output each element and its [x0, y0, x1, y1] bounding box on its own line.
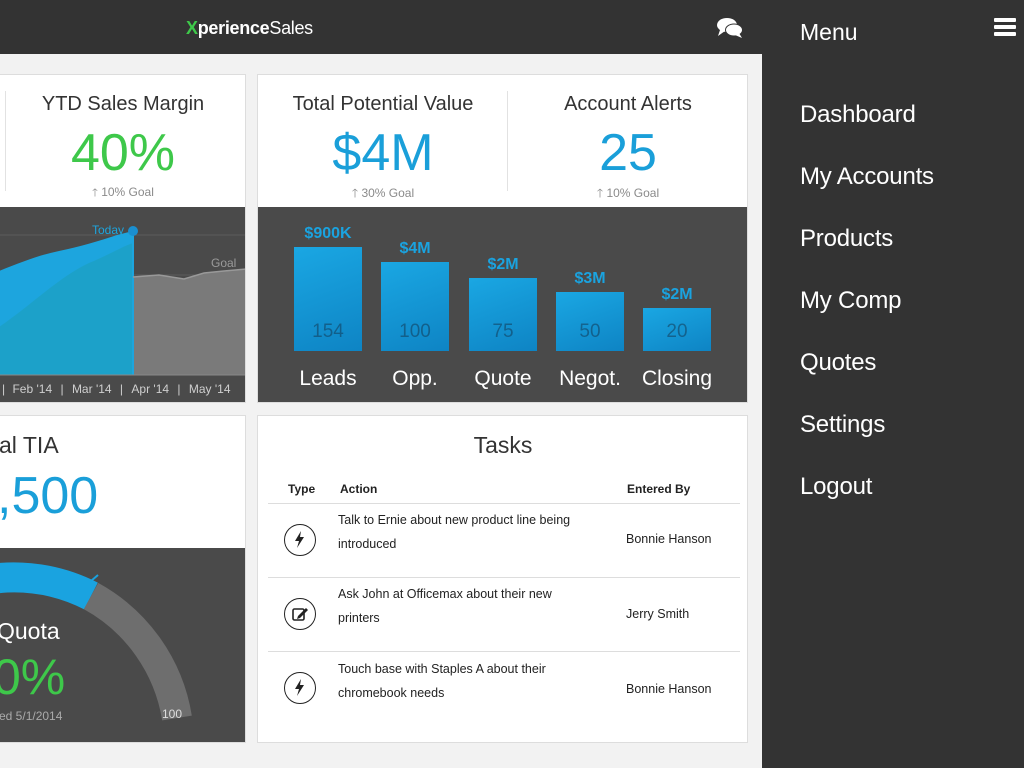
task-entered-by: Jerry Smith — [626, 607, 690, 621]
menu-item-quotes[interactable]: Quotes — [800, 349, 877, 376]
gauge-svg — [0, 562, 192, 721]
goal-line — [132, 268, 245, 280]
menu-item-logout[interactable]: Logout — [800, 473, 873, 500]
arrow-up-icon: 🡑 — [351, 186, 359, 200]
menu-item-my-accounts[interactable]: My Accounts — [800, 163, 934, 190]
task-action: Talk to Ernie about new product line bei… — [338, 513, 571, 551]
ytd-value: 40% — [70, 124, 176, 182]
funnel-amount-negot: $3M — [574, 270, 606, 287]
arrow-up-icon: 🡑 — [92, 187, 98, 199]
funnel-amount-quote: $2M — [487, 256, 519, 273]
ytd-chart-svg — [0, 226, 245, 376]
chat-bubbles-icon[interactable] — [716, 17, 744, 39]
teal-area — [0, 243, 133, 375]
gauge-remaining — [83, 582, 192, 721]
funnel-bar-opp[interactable] — [381, 262, 449, 351]
task-action: Touch base with Staples A about their ch… — [338, 662, 546, 700]
projection-area — [133, 269, 245, 375]
funnel-label-leads: Leads — [299, 367, 357, 390]
x-label: Mar '14 — [71, 382, 112, 396]
table-row[interactable]: Ask John at Officemax about their new pr… — [258, 578, 747, 651]
funnel-label-quote: Quote — [474, 367, 532, 390]
col-action: Action — [340, 482, 378, 496]
funnel-bar-leads[interactable] — [294, 247, 362, 351]
hamburger-icon[interactable] — [994, 18, 1016, 38]
funnel-label-opp: Opp. — [392, 367, 438, 390]
sales-funnel: $900K 154 Leads $4M 100 Opp. $2M 75 Quot… — [258, 207, 747, 402]
funnel-count-leads: 154 — [312, 321, 344, 342]
funnel-bar-quote[interactable] — [469, 278, 537, 351]
funnel-count-closing: 20 — [666, 321, 688, 342]
ytd-area-chart: Today Goal | Feb '14 | Mar '14 | Apr '14… — [0, 207, 245, 402]
potential-value: $4M — [332, 124, 434, 182]
top-bar: XperienceSales — [0, 0, 762, 54]
arrow-up-icon: 🡑 — [596, 186, 604, 200]
funnel-label-negot: Negot. — [559, 367, 621, 390]
menu-item-my-comp[interactable]: My Comp — [800, 287, 902, 314]
menu-item-dashboard[interactable]: Dashboard — [800, 101, 916, 128]
gauge-progress — [0, 562, 98, 610]
x-label: Feb '14 — [12, 382, 53, 396]
quota-value: 0% — [0, 649, 66, 705]
alerts-title: Account Alerts — [564, 93, 692, 115]
alerts-goal: 🡑 10% Goal — [596, 186, 660, 200]
today-marker — [128, 226, 138, 236]
quota-date: ed 5/1/2014 — [0, 709, 63, 723]
funnel-amount-closing: $2M — [661, 286, 693, 303]
tasks-card: Tasks Type Action Entered By Talk to Ern… — [257, 415, 748, 743]
potential-goal: 🡑 30% Goal — [351, 186, 415, 200]
menu-item-settings[interactable]: Settings — [800, 411, 886, 438]
potential-alerts-card[interactable]: Total Potential Value $4M 🡑 30% Goal Acc… — [257, 74, 748, 403]
table-row[interactable]: Touch base with Staples A about their ch… — [258, 652, 747, 725]
row-divider — [268, 651, 740, 652]
task-action: Ask John at Officemax about their new pr… — [338, 587, 552, 625]
logo-x: X — [186, 18, 198, 38]
lightning-icon — [284, 672, 316, 704]
task-entered-by: Bonnie Hanson — [626, 682, 712, 696]
today-label: Today — [92, 223, 125, 237]
funnel-count-negot: 50 — [579, 321, 601, 342]
alerts-value: 25 — [599, 124, 657, 182]
funnel-amount-leads: $900K — [304, 225, 352, 242]
potential-title: Total Potential Value — [292, 93, 474, 115]
quota-label: Quota — [0, 618, 60, 644]
divider — [5, 91, 6, 191]
logo-sales: Sales — [269, 18, 313, 38]
goal-label: Goal — [211, 256, 237, 270]
funnel-bar-closing[interactable] — [643, 308, 711, 351]
x-axis-labels: | Feb '14 | Mar '14 | Apr '14 | May '14 — [2, 382, 231, 396]
x-label: Apr '14 — [131, 382, 170, 396]
tia-value: ,500 — [0, 467, 99, 525]
header-divider — [268, 503, 740, 504]
side-menu: Menu Dashboard My Accounts Products My C… — [762, 0, 1024, 768]
total-tia-card[interactable]: al TIA ,500 Quota 0% ed 5/1/2014 100 — [0, 415, 246, 743]
funnel-count-opp: 100 — [399, 321, 431, 342]
menu-title: Menu — [800, 19, 858, 45]
lightning-icon — [284, 524, 316, 556]
ytd-goal: 🡑 10% Goal — [92, 185, 154, 199]
tia-title: al TIA — [0, 432, 59, 458]
col-type: Type — [288, 482, 316, 496]
quota-gauge: Quota 0% ed 5/1/2014 100 — [0, 548, 245, 742]
x-label: May '14 — [188, 382, 231, 396]
funnel-bar-negot[interactable] — [556, 292, 624, 351]
ytd-sales-margin-card[interactable]: YTD Sales Margin 40% 🡑 10% Goal Today Go… — [0, 74, 246, 403]
app-logo[interactable]: XperienceSales — [186, 18, 313, 39]
ytd-title: YTD Sales Margin — [41, 93, 205, 115]
funnel-amount-opp: $4M — [399, 240, 431, 257]
edit-icon — [284, 598, 316, 630]
task-entered-by: Bonnie Hanson — [626, 532, 712, 546]
col-entered-by: Entered By — [627, 482, 691, 496]
tasks-title: Tasks — [473, 432, 533, 458]
gauge-max: 100 — [162, 707, 183, 721]
table-row[interactable]: Talk to Ernie about new product line bei… — [258, 504, 747, 577]
divider — [507, 91, 508, 191]
funnel-label-closing: Closing — [641, 367, 713, 390]
menu-item-products[interactable]: Products — [800, 225, 894, 252]
row-divider — [268, 577, 740, 578]
logo-perience: perience — [197, 18, 270, 38]
funnel-count-quote: 75 — [492, 321, 514, 342]
